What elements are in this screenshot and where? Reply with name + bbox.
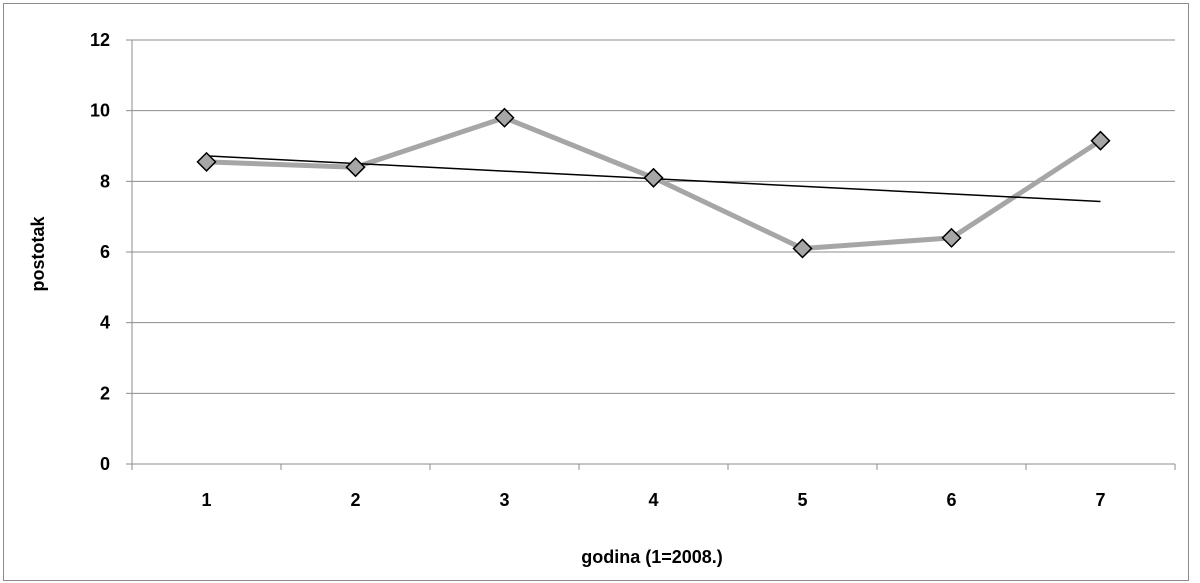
y-tick-label: 2 <box>100 383 110 403</box>
chart-area <box>3 3 1189 581</box>
y-tick-label: 8 <box>100 171 110 191</box>
x-tick-label: 2 <box>350 490 360 510</box>
x-tick-label: 4 <box>648 490 658 510</box>
data-point-marker <box>1090 130 1111 151</box>
y-tick-label: 12 <box>90 30 110 50</box>
data-point-marker <box>196 151 217 172</box>
data-point-marker <box>643 167 664 188</box>
x-tick-label: 7 <box>1095 490 1105 510</box>
y-tick-label: 10 <box>90 101 110 121</box>
data-point-marker <box>792 238 813 259</box>
data-point-marker <box>941 227 962 248</box>
x-axis-title: godina (1=2008.) <box>581 547 723 567</box>
y-tick-label: 4 <box>100 313 110 333</box>
x-tick-label: 6 <box>946 490 956 510</box>
x-tick-label: 5 <box>797 490 807 510</box>
y-tick-label: 0 <box>100 454 110 474</box>
y-axis-title: postotak <box>28 216 48 292</box>
y-tick-label: 6 <box>100 242 110 262</box>
x-tick-label: 1 <box>201 490 211 510</box>
markers <box>196 107 1111 259</box>
y-tick-labels: 0 2 4 6 8 10 12 <box>90 30 110 474</box>
x-tick-label: 3 <box>499 490 509 510</box>
data-point-marker <box>494 107 515 128</box>
gridlines <box>126 39 1175 465</box>
x-tick-labels: 1 2 3 4 5 6 7 <box>201 490 1105 510</box>
axes <box>131 40 1176 470</box>
data-point-marker <box>345 157 366 178</box>
